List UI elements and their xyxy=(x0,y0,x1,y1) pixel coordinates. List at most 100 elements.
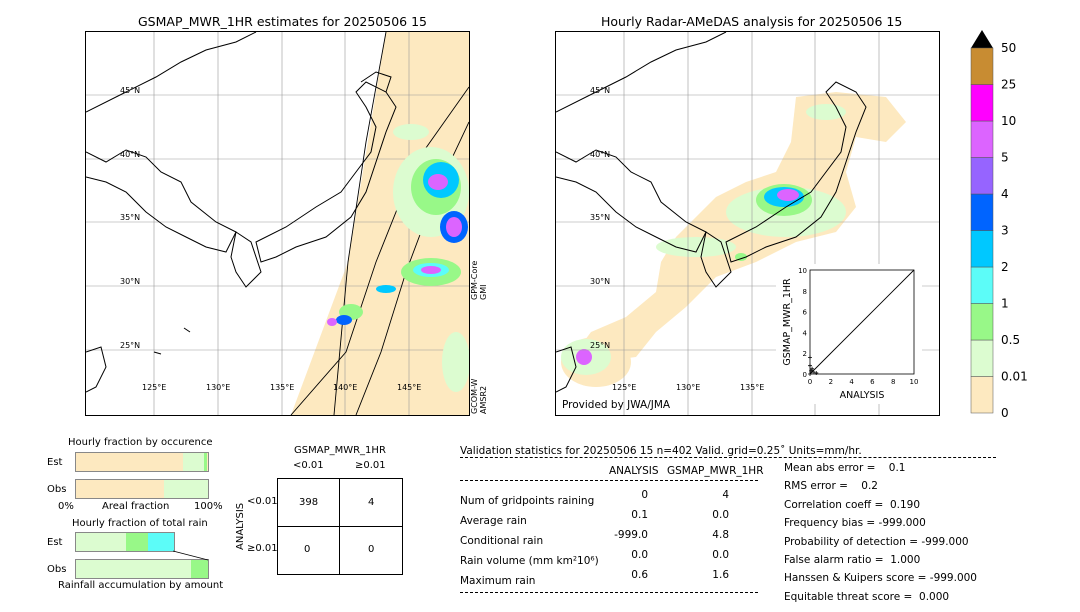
validation-header: Validation statistics for 20250506 15 n=… xyxy=(460,445,862,457)
score-line: Probability of detection = -999.000 xyxy=(784,535,969,548)
validation-sub-divider xyxy=(460,480,758,481)
colorbar-extend-arrow xyxy=(971,30,993,48)
right-lon-label: 130°E xyxy=(676,383,700,392)
contingency-row-header: ≥0.01 xyxy=(247,543,278,554)
validation-row: Average rain 0.1 0.0 xyxy=(460,509,760,529)
left-lat-label: 30°N xyxy=(120,277,140,286)
left-map: 45°N 40°N 35°N 30°N 25°N 125°E 130°E 135… xyxy=(85,31,470,416)
occ-bar-obs xyxy=(75,479,209,499)
score-line: Mean abs error = 0.1 xyxy=(784,462,906,474)
right-map-canvas: 45°N 40°N 35°N 30°N 25°N 125°E 130°E 135… xyxy=(556,32,939,415)
inset-y-tick: 8 xyxy=(803,288,807,296)
validation-row: Conditional rain -999.0 4.8 xyxy=(460,529,760,549)
left-lon-label: 140°E xyxy=(333,383,357,392)
left-lon-label: 145°E xyxy=(397,383,421,392)
validation-rows: Num of gridpoints raining 0 4 Average ra… xyxy=(460,489,760,589)
inset-point xyxy=(810,366,815,371)
tot-row-obs: Obs xyxy=(47,564,67,575)
right-lat-label: 30°N xyxy=(590,277,610,286)
inset-ticks: 00 2 2 4 4 6 6 8 8 10 10 xyxy=(798,267,918,386)
score-line: Correlation coeff = 0.190 xyxy=(784,498,920,511)
validation-analysis: 0.0 xyxy=(631,549,648,561)
colorbar-tick-label: 3 xyxy=(1001,224,1009,238)
validation-analysis: 0 xyxy=(641,489,648,501)
inset-xlabel: ANALYSIS xyxy=(840,390,885,401)
right-map-title: Hourly Radar-AMeDAS analysis for 2025050… xyxy=(601,14,903,29)
validation-analysis: 0.1 xyxy=(631,509,648,521)
inset-x-tick: 4 xyxy=(849,378,854,386)
inset-y-tick: 2 xyxy=(803,350,807,358)
validation-label: Num of gridpoints raining xyxy=(460,495,595,507)
colorbar-boxes xyxy=(970,47,994,414)
validation-label: Rain volume (mm km²10⁶) xyxy=(460,555,599,567)
colorbar-tick-label: 1 xyxy=(1001,297,1009,311)
colorbar-swatch xyxy=(970,339,994,377)
contingency-cell: 4 xyxy=(368,497,375,508)
inset-x-tick: 8 xyxy=(891,378,895,386)
validation-label: Average rain xyxy=(460,515,527,527)
occ-row-est: Est xyxy=(47,457,63,468)
swath-label-gcom: GCOM-W AMSR2 xyxy=(470,378,488,414)
occ-axis-left: 0% xyxy=(58,501,74,512)
validation-divider xyxy=(460,457,996,458)
colorbar-tick-label: 2 xyxy=(1001,260,1009,274)
tot-row-est: Est xyxy=(47,537,63,548)
tot-axis-caption: Rainfall accumulation by amount xyxy=(58,580,224,591)
validation-gsmap: 0.0 xyxy=(712,509,729,521)
contingency-col-header: ≥0.01 xyxy=(355,460,386,471)
total-title: Hourly fraction of total rain xyxy=(72,518,208,529)
contingency-col-header: <0.01 xyxy=(293,460,324,471)
right-lat-label: 25°N xyxy=(590,341,610,350)
colorbar-tick-label: 4 xyxy=(1001,187,1009,201)
inset-point xyxy=(809,368,814,373)
inset-point xyxy=(808,363,812,368)
left-lat-label: 40°N xyxy=(120,150,140,159)
occ-axis-mid: Areal fraction xyxy=(102,501,170,512)
right-map: 45°N 40°N 35°N 30°N 25°N 125°E 130°E 135… xyxy=(555,31,940,416)
occurrence-title: Hourly fraction by occurence xyxy=(68,437,213,448)
inset-point xyxy=(808,355,812,360)
left-lon-label: 135°E xyxy=(270,383,294,392)
inset-x-tick: 2 xyxy=(829,378,833,386)
colorbar-swatch xyxy=(970,47,994,85)
colorbar-labels: 0 0.01 0.5 1 2 3 4 5 10 25 50 xyxy=(1001,41,1028,420)
score-line: Hanssen & Kuipers score = -999.000 xyxy=(784,572,977,585)
score-line: Equitable threat score = 0.000 xyxy=(784,590,950,603)
inset-y-tick: 4 xyxy=(803,329,808,337)
left-lat-label: 25°N xyxy=(120,341,140,350)
contingency-cell: 398 xyxy=(299,497,319,508)
validation-gsmap: 1.6 xyxy=(712,569,729,581)
colorbar-swatch xyxy=(970,266,994,304)
tot-bar-est xyxy=(75,532,175,552)
contingency-grid: 398 4 0 0 xyxy=(277,478,403,575)
contingency-cell: 0 xyxy=(368,544,375,555)
left-lat-label: 45°N xyxy=(120,86,140,95)
inset-y-tick: 0 xyxy=(803,371,807,379)
inset-x-tick: 10 xyxy=(910,378,919,386)
score-list: Mean abs error = 0.1 RMS error = 0.2 Cor… xyxy=(784,462,1074,609)
validation-gsmap: 4.8 xyxy=(712,529,729,541)
validation-row: Rain volume (mm km²10⁶) 0.0 0.0 xyxy=(460,549,760,569)
right-coastlines xyxy=(556,32,867,393)
colorbar-tick-label: 0 xyxy=(1001,406,1009,420)
validation-col-analysis: ANALYSIS xyxy=(609,465,659,477)
colorbar: 0 0.01 0.5 1 2 3 4 5 10 25 50 xyxy=(970,30,1028,420)
scatter-inset: 00 2 2 4 4 6 6 8 8 10 10 ANALYSIS GSMAP_MWR_1HR xyxy=(776,264,922,404)
colorbar-swatch xyxy=(970,157,994,195)
contingency-cell: 0 xyxy=(304,544,311,555)
occ-row-obs: Obs xyxy=(47,484,67,495)
right-lat-label: 45°N xyxy=(590,86,610,95)
contingency-row-header: <0.01 xyxy=(247,496,278,507)
colorbar-tick-label: 0.5 xyxy=(1001,333,1020,347)
validation-gsmap: 0.0 xyxy=(712,549,729,561)
contingency-row-axis: ANALYSIS xyxy=(235,502,246,550)
right-lon-label: 135°E xyxy=(740,383,764,392)
colorbar-swatch xyxy=(970,376,994,414)
score-line: RMS error = 0.2 xyxy=(784,480,878,493)
left-lon-label: 130°E xyxy=(206,383,230,392)
scatter-diagonal xyxy=(809,269,915,375)
score-line: False alarm ratio = 1.000 xyxy=(784,553,921,566)
validation-analysis: 0.6 xyxy=(631,569,648,581)
validation-label: Maximum rain xyxy=(460,575,536,587)
right-lat-label: 35°N xyxy=(590,213,610,222)
